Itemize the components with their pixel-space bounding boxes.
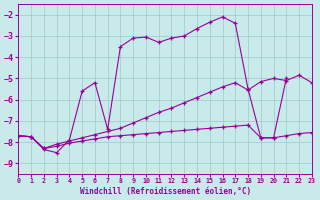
X-axis label: Windchill (Refroidissement éolien,°C): Windchill (Refroidissement éolien,°C)	[80, 187, 251, 196]
